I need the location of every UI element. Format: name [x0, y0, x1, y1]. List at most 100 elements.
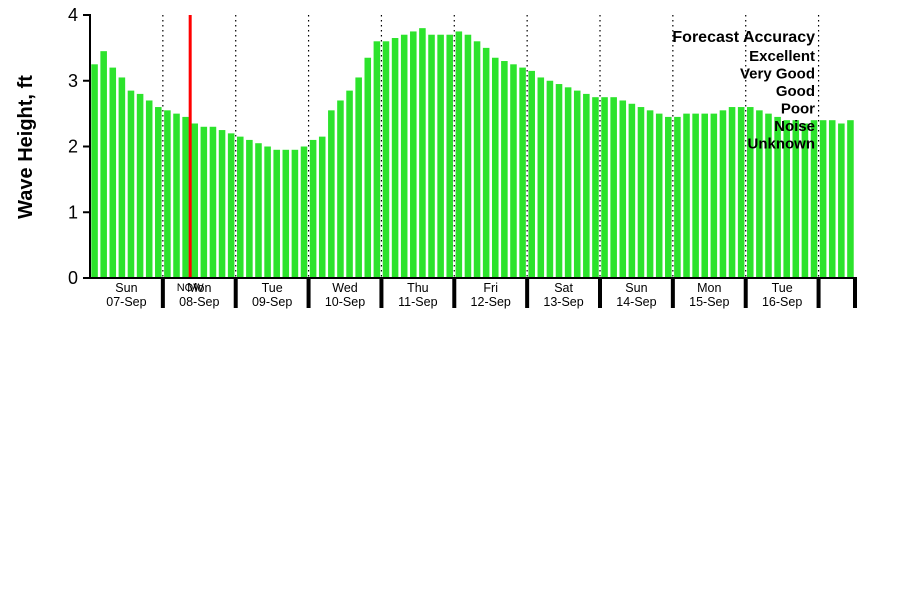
wave-height-bar [573, 90, 581, 278]
wave-height-bar [674, 116, 681, 278]
legend-entry-unknown: Unknown [748, 136, 816, 153]
wave-height-bar [291, 149, 299, 278]
wave-height-bar [164, 110, 171, 279]
wave-height-bar [819, 120, 827, 278]
wave-height-bar [847, 120, 854, 278]
wave-height-bar [801, 123, 809, 278]
wave-height-bar [318, 136, 326, 278]
wave-height-bar [382, 41, 390, 278]
wave-height-bar [337, 100, 344, 278]
wave-height-bar [155, 107, 162, 278]
y-axis-label: Wave Height, ft [15, 75, 37, 219]
wave-height-bar [218, 130, 226, 278]
day-label: Thu 11-Sep [398, 281, 437, 309]
wave-height-bar [528, 70, 535, 278]
wave-height-bar [200, 126, 208, 279]
wave-height-bar [665, 116, 672, 278]
wave-height-bar [419, 28, 426, 279]
wave-height-bar [537, 77, 545, 279]
wave-height-bar [300, 146, 308, 278]
wave-height-bar [464, 34, 472, 278]
legend-entry-good: Good [776, 83, 815, 100]
wave-height-bar [783, 120, 790, 278]
wave-height-bar [264, 146, 271, 278]
wave-height-bar [100, 51, 107, 278]
wave-height-bar [637, 107, 645, 278]
day-label: Sun 07-Sep [106, 281, 146, 309]
wave-height-bar [491, 57, 499, 278]
legend-entry-very-good: Very Good [740, 66, 815, 83]
wave-height-bar [838, 123, 845, 278]
day-label: Wed 10-Sep [325, 281, 365, 309]
wave-height-bar [182, 116, 189, 278]
wave-height-bar [746, 107, 754, 278]
legend-entry-excellent: Excellent [749, 48, 815, 65]
day-label: Sat 13-Sep [543, 281, 583, 309]
wave-height-bar [592, 97, 599, 278]
wave-height-chart-svg: Wave Height, ft 0 1 2 3 4 Sun 07-Sep Mon 08-Sep T… [15, 5, 857, 309]
y-tick-label: 0 [68, 268, 78, 288]
wave-height-bar [701, 113, 709, 278]
wave-height-bar [145, 100, 153, 278]
wave-height-bar [355, 77, 362, 279]
wave-height-bar [828, 120, 836, 278]
wave-height-bar [692, 113, 699, 278]
wave-height-bar [546, 80, 554, 278]
day-label: Tue 09-Sep [252, 281, 292, 309]
wave-height-bar [309, 139, 317, 278]
wave-height-bar [710, 113, 718, 278]
wave-height-bar [246, 139, 253, 278]
legend-entry-poor: Poor [781, 101, 815, 118]
wave-height-bar [373, 41, 381, 278]
wave-height-bar [328, 110, 335, 279]
wave-height-bar [482, 47, 490, 278]
wave-height-bar [473, 41, 481, 278]
day-label: Mon 08-Sep [179, 281, 219, 309]
wave-height-bar [191, 123, 199, 278]
wave-height-bar [564, 87, 572, 278]
wave-height-bar [428, 34, 435, 278]
y-tick-label: 1 [68, 202, 78, 222]
wave-height-bar [646, 110, 654, 279]
wave-height-bar [810, 120, 818, 278]
wave-height-bar [737, 107, 745, 278]
wave-height-bar [118, 77, 126, 279]
day-label: Sun 14-Sep [616, 281, 656, 309]
wave-height-bar [619, 100, 627, 278]
day-label: Fri 12-Sep [471, 281, 511, 309]
wave-height-bar [728, 107, 736, 278]
wave-height-bar [683, 113, 690, 278]
wave-height-bar [601, 97, 608, 278]
wave-height-bar [209, 126, 217, 279]
wave-height-bar [91, 64, 98, 278]
wave-height-bar [774, 116, 781, 278]
wave-height-bar [236, 136, 244, 278]
day-label: Mon 15-Sep [689, 281, 729, 309]
wave-height-bar [437, 34, 444, 278]
wave-height-bar [610, 97, 617, 278]
wave-height-bar [583, 93, 590, 279]
wave-height-bar [273, 149, 280, 278]
wave-height-bar [391, 38, 399, 279]
wave-height-bar [173, 113, 180, 278]
legend-title: Forecast Accuracy [672, 29, 815, 46]
wave-height-bar [255, 143, 262, 278]
wave-height-bar [109, 67, 117, 278]
wave-height-bar [136, 93, 144, 279]
legend-entry-noise: Noise [774, 118, 815, 135]
wave-height-bar [655, 113, 663, 278]
y-tick-label: 3 [68, 71, 78, 91]
wave-height-bar [765, 113, 772, 278]
wave-height-bar [446, 34, 454, 278]
wave-height-bar [792, 120, 800, 278]
wave-height-bar [400, 34, 408, 278]
wave-height-bar [628, 103, 636, 278]
wave-height-bar [519, 67, 526, 278]
wave-height-bar [555, 84, 563, 278]
wave-height-bar [510, 64, 517, 278]
wave-height-bar [719, 110, 727, 279]
y-tick-label: 4 [68, 5, 78, 25]
y-tick-label: 2 [68, 137, 78, 157]
wave-height-bar [282, 149, 290, 278]
